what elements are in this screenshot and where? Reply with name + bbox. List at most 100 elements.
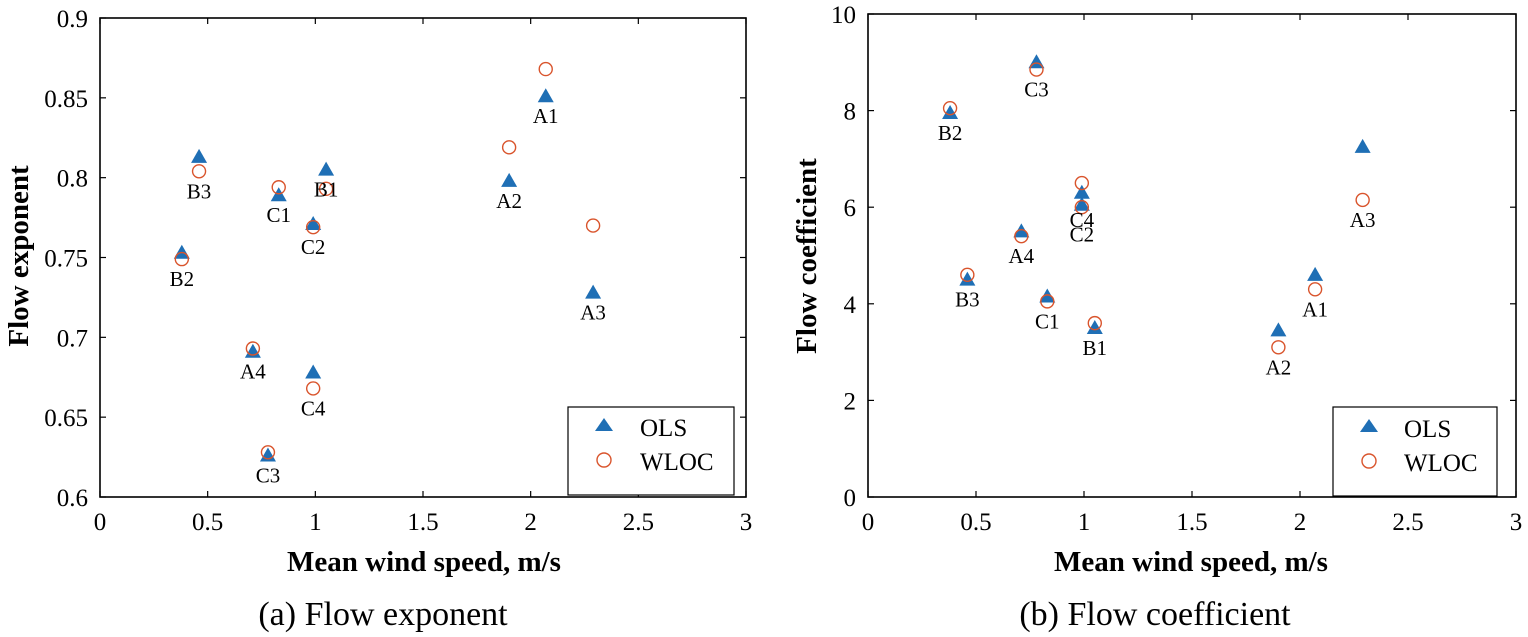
y-tick-label: 0.8: [57, 166, 88, 193]
ols-point-a1: [1307, 266, 1324, 281]
point-label-b2: B2: [170, 267, 195, 291]
y-tick-label: 0.75: [44, 246, 88, 273]
y-tick-label: 0.6: [57, 485, 88, 512]
wloc-point-a2: [1271, 340, 1286, 355]
point-label-b3: B3: [187, 179, 212, 203]
point-label-b2: B2: [938, 121, 963, 145]
x-tick-label: 2: [524, 509, 537, 536]
wloc-point-a4: [1014, 228, 1029, 244]
ols-point-c4: [305, 364, 322, 379]
panel-flow-exponent: 0 0.5 1 1.5 2 2.5 3 0.6 0.65 0.7 0.75 0.8 0.85 0.9 A…: [3, 6, 752, 633]
wloc-point-b2: [174, 251, 190, 267]
x-tick-label: 1.5: [1176, 509, 1207, 536]
panel-flow-coefficient: 0 0.5 1 1.5 2 2.5 3 0 2 4 6 8 10 A1 A2 A3 A4 B1 B2 B3 C1 C2…: [791, 2, 1522, 633]
legend-box: [1332, 406, 1498, 497]
wloc-point-a4: [245, 341, 261, 356]
point-label-c1: C1: [266, 203, 291, 227]
legend-ols-label: OLS: [1404, 416, 1451, 443]
point-label-c4: C4: [1070, 208, 1095, 232]
chart-caption: (a) Flow exponent: [258, 596, 508, 633]
ols-point-b3: [191, 148, 208, 163]
y-tick-label: 10: [831, 2, 856, 29]
ols-point-c2: [305, 215, 322, 230]
wloc-point-c1: [1040, 294, 1055, 309]
x-tick-label: 0: [862, 509, 875, 536]
point-label-a2: A2: [1266, 355, 1292, 379]
point-label-b1: B1: [1083, 336, 1108, 360]
ols-point-b1: [1086, 319, 1103, 334]
point-labels: A1 A2 A3 A4 B1 B2 B3 C1 C2 C3 C4: [170, 104, 606, 487]
wloc-point-b2: [942, 100, 958, 116]
wloc-point-a3: [1355, 192, 1370, 208]
y-axis-title: Flow exponent: [3, 165, 35, 347]
x-axis-title: Mean wind speed, m/s: [287, 546, 561, 578]
legend-ols-label: OLS: [640, 415, 687, 442]
y-tick-label: 4: [844, 292, 857, 319]
wloc-point-c4: [305, 381, 321, 396]
wloc-point-c2: [305, 219, 321, 235]
y-tick-label: 0.7: [57, 325, 88, 352]
wloc-point-c4: [1074, 175, 1090, 191]
point-label-a4: A4: [1009, 244, 1035, 268]
point-label-a3: A3: [1350, 208, 1376, 232]
ols-point-a2: [1270, 322, 1287, 337]
x-tick-label: 2.5: [623, 509, 654, 536]
x-tick-label: 1.5: [407, 509, 438, 536]
wloc-point-c1: [271, 180, 286, 195]
point-label-a2: A2: [496, 189, 522, 213]
legend-box: [567, 406, 735, 496]
point-label-a4: A4: [240, 360, 266, 384]
legend-wloc-label: WLOC: [640, 449, 714, 476]
y-ticks: 0.6 0.65 0.7 0.75 0.8 0.85 0.9: [44, 6, 746, 512]
wloc-point-b1: [318, 181, 334, 197]
x-tick-label: 1: [1078, 509, 1091, 536]
y-tick-label: 0.65: [44, 405, 88, 432]
ols-point-c4: [1073, 184, 1090, 199]
legend-wloc-label: WLOC: [1404, 450, 1478, 477]
ols-point-b2: [942, 105, 959, 120]
wloc-point-b3: [191, 164, 207, 179]
x-ticks: 0 0.5 1 1.5 2 2.5 3: [862, 14, 1523, 536]
y-tick-label: 0.9: [57, 6, 88, 33]
y-tick-label: 0.85: [44, 86, 88, 113]
wloc-point-b3: [960, 267, 975, 283]
y-tick-label: 6: [844, 195, 857, 222]
markers: [942, 54, 1371, 355]
y-tick-label: 2: [844, 388, 857, 415]
y-axis-title: Flow coefficient: [791, 158, 823, 354]
ols-point-b3: [959, 271, 976, 286]
x-tick-label: 3: [1510, 509, 1523, 536]
ols-point-a3: [585, 284, 602, 299]
point-label-c3: C3: [256, 463, 281, 487]
legend: OLS WLOC: [567, 406, 735, 496]
ols-point-b1: [318, 161, 335, 176]
x-tick-label: 3: [740, 509, 753, 536]
point-label-b3: B3: [955, 288, 980, 312]
point-label-c3: C3: [1024, 78, 1049, 102]
point-label-c2: C2: [1070, 222, 1095, 246]
ols-point-a2: [501, 172, 518, 187]
wloc-point-a2: [501, 140, 517, 155]
point-label-a3: A3: [580, 301, 606, 325]
wloc-point-a1: [1307, 282, 1323, 297]
legend-wloc-marker: [1361, 453, 1377, 469]
wloc-point-b1: [1087, 315, 1103, 331]
ols-point-a1: [537, 88, 554, 103]
legend-ols-marker: [1360, 419, 1378, 432]
point-label-b1: B1: [314, 178, 339, 202]
point-label-a1: A1: [1302, 297, 1328, 321]
point-label-a1: A1: [533, 104, 559, 128]
point-label-c2: C2: [301, 235, 326, 259]
legend-wloc-marker: [596, 452, 612, 468]
x-tick-label: 0.5: [192, 509, 223, 536]
wloc-point-c3: [1029, 62, 1044, 77]
chart-caption: (b) Flow coefficient: [1019, 596, 1291, 633]
point-labels: A1 A2 A3 A4 B1 B2 B3 C1 C2 C3 C4: [938, 78, 1376, 380]
x-tick-label: 2: [1294, 509, 1307, 536]
legend: OLS WLOC: [1332, 406, 1498, 497]
x-axis-title: Mean wind speed, m/s: [1054, 546, 1328, 578]
y-ticks: 0 2 4 6 8 10: [831, 2, 1516, 512]
point-label-c1: C1: [1035, 309, 1060, 333]
ols-point-a3: [1354, 138, 1371, 153]
